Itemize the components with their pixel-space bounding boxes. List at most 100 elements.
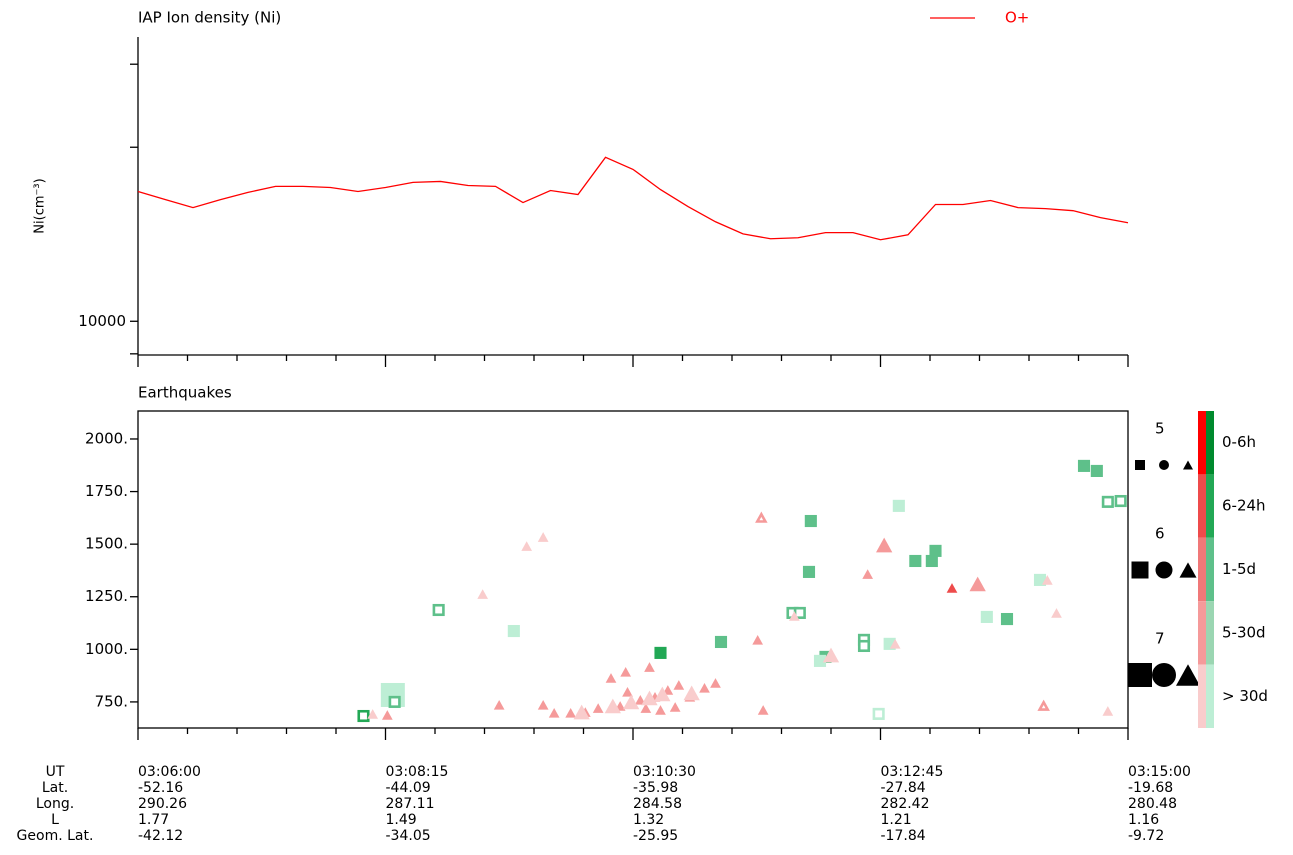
data-point <box>889 639 901 649</box>
table-cell: 287.11 <box>386 796 435 812</box>
table-cell: -35.98 <box>633 780 678 796</box>
data-point <box>925 554 938 568</box>
legend-label: O+ <box>1005 9 1029 27</box>
size-legend-marker <box>1159 460 1169 470</box>
data-point <box>804 514 817 528</box>
data-point <box>980 610 993 623</box>
x-tick-label: 03:15:00 <box>1128 764 1191 780</box>
data-point <box>929 544 942 557</box>
color-legend-swatch <box>1206 664 1214 728</box>
data-point <box>969 576 986 592</box>
y-tick-label: 10000 <box>78 312 126 330</box>
data-point <box>381 710 393 720</box>
table-cell: -44.09 <box>386 780 431 796</box>
table-row-label: UT <box>46 764 65 780</box>
table-cell: 284.58 <box>633 796 682 812</box>
y-tick-label: 2000. <box>85 429 128 447</box>
color-legend-swatch <box>1206 537 1214 602</box>
color-legend-swatch <box>1206 601 1214 665</box>
table-cell: -52.16 <box>138 780 183 796</box>
data-point <box>683 685 700 701</box>
table-cell: -19.68 <box>1128 780 1173 796</box>
table-cell: -34.05 <box>386 828 431 844</box>
data-point <box>699 683 710 693</box>
y-tick-label: 1500. <box>85 535 128 553</box>
data-point <box>802 565 816 578</box>
data-point <box>622 687 633 697</box>
table-cell: 282.42 <box>881 796 930 812</box>
size-legend-marker <box>1128 663 1152 687</box>
data-point <box>876 537 893 553</box>
y-tick-label: 1250. <box>85 587 128 605</box>
size-legend-label: 7 <box>1155 630 1165 648</box>
data-point <box>548 708 560 718</box>
data-point <box>1041 575 1053 585</box>
data-point <box>655 705 666 715</box>
data-point <box>757 705 769 715</box>
plot-frame <box>137 410 1129 729</box>
data-point <box>623 694 640 710</box>
color-legend-swatch <box>1198 664 1206 728</box>
chart-title: Earthquakes <box>138 384 232 402</box>
data-point <box>857 639 871 653</box>
chart-title: IAP Ion density (Ni) <box>138 9 281 27</box>
data-point <box>573 704 590 720</box>
y-tick-label: 1000. <box>85 640 128 658</box>
data-point <box>1051 608 1062 618</box>
data-point <box>892 499 905 512</box>
data-point <box>644 662 655 672</box>
color-legend-label: 1-5d <box>1222 560 1256 578</box>
color-legend-swatch <box>1198 537 1206 602</box>
data-point <box>620 667 632 677</box>
x-tick-label: 03:06:00 <box>138 764 201 780</box>
table-cell: 1.77 <box>138 812 169 828</box>
data-point <box>357 709 370 723</box>
table-cell: 1.49 <box>386 812 417 828</box>
table-row-label: Long. <box>36 796 74 812</box>
color-legend-swatch <box>1206 411 1214 475</box>
data-point <box>604 698 621 714</box>
table-cell: -27.84 <box>881 780 926 796</box>
data-point <box>710 678 721 688</box>
y-tick-label: 1750. <box>85 482 128 500</box>
data-point <box>477 589 489 599</box>
data-point <box>1102 706 1114 716</box>
table-cell: 290.26 <box>138 796 187 812</box>
table-cell: 1.16 <box>1128 812 1159 828</box>
data-point <box>872 707 885 720</box>
data-point <box>605 673 617 683</box>
data-point <box>432 603 445 617</box>
data-point <box>388 695 401 708</box>
table-cell: -17.84 <box>881 828 926 844</box>
color-legend-swatch <box>1198 601 1206 665</box>
table-cell: -25.95 <box>633 828 678 844</box>
y-tick-label: 750. <box>95 692 128 710</box>
data-point <box>669 702 681 712</box>
data-point <box>521 541 533 551</box>
data-point <box>909 554 922 568</box>
color-legend-label: 6-24h <box>1222 497 1266 515</box>
size-legend-label: 6 <box>1155 525 1165 543</box>
table-cell: -42.12 <box>138 828 183 844</box>
data-point <box>1077 459 1091 472</box>
x-tick-label: 03:08:15 <box>386 764 449 780</box>
data-point <box>714 635 728 649</box>
size-legend-marker <box>1135 460 1145 470</box>
data-point <box>1114 494 1127 508</box>
color-legend-swatch <box>1206 474 1214 538</box>
data-point <box>592 703 604 713</box>
data-point <box>641 690 658 706</box>
data-point <box>862 569 874 579</box>
color-legend-swatch <box>1198 474 1206 538</box>
data-point <box>507 624 520 638</box>
data-point <box>673 680 685 690</box>
size-legend-marker <box>1152 663 1176 687</box>
color-legend-label: 0-6h <box>1222 433 1256 451</box>
size-legend-marker <box>1183 460 1193 470</box>
data-point <box>1037 699 1050 711</box>
data-point <box>755 511 768 523</box>
table-cell: -9.72 <box>1128 828 1164 844</box>
table-cell: 1.32 <box>633 812 664 828</box>
data-line <box>137 156 1129 241</box>
